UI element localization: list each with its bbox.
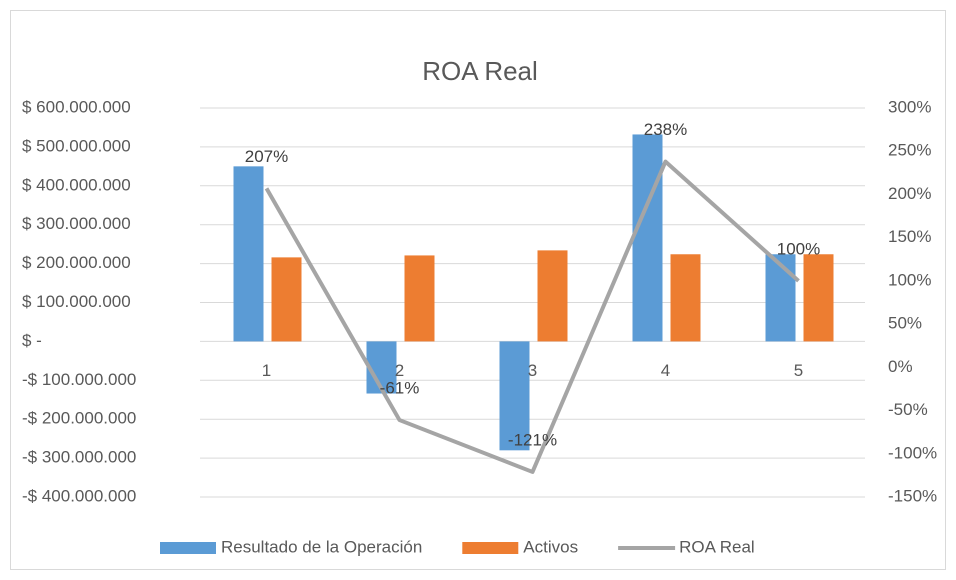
x-tick-label: 3 (528, 361, 537, 380)
bar (404, 255, 435, 342)
bar (765, 254, 796, 342)
y-tick-label: -$ 200.000.000 (22, 409, 136, 428)
y-tick-label: $ 100.000.000 (22, 292, 131, 311)
bar (499, 341, 530, 451)
y2-tick-label: 300% (888, 97, 931, 116)
y2-tick-label: 150% (888, 227, 931, 246)
bar (271, 257, 302, 342)
legend-swatch (160, 542, 216, 554)
data-label: -121% (508, 430, 557, 449)
y-tick-label: -$ 400.000.000 (22, 486, 136, 505)
x-tick-label: 2 (395, 361, 404, 380)
y-tick-label: $ 300.000.000 (22, 214, 131, 233)
y2-tick-label: -50% (888, 400, 928, 419)
y-tick-label: -$ 100.000.000 (22, 370, 136, 389)
y2-tick-label: 50% (888, 314, 922, 333)
y2-tick-label: -150% (888, 486, 937, 505)
y2-tick-label: -100% (888, 443, 937, 462)
y-tick-label: $ 500.000.000 (22, 136, 131, 155)
y2-tick-label: 200% (888, 184, 931, 203)
y2-tick-label: 0% (888, 357, 913, 376)
bar (537, 250, 568, 342)
bar (632, 134, 663, 342)
legend-label: ROA Real (679, 537, 755, 556)
y-tick-label: $ 600.000.000 (22, 97, 131, 116)
bar (670, 254, 701, 342)
data-label: 207% (245, 147, 288, 166)
y-tick-label: $ - (22, 331, 42, 350)
y2-tick-label: 100% (888, 270, 931, 289)
bar (233, 166, 264, 342)
legend-label: Resultado de la Operación (221, 537, 422, 556)
y-tick-label: $ 200.000.000 (22, 253, 131, 272)
x-tick-label: 5 (794, 361, 803, 380)
x-tick-label: 4 (661, 361, 670, 380)
chart-title: ROA Real (422, 56, 538, 86)
x-tick-label: 1 (262, 361, 271, 380)
legend-label: Activos (523, 537, 578, 556)
bar (803, 254, 834, 342)
data-label: -61% (380, 379, 420, 398)
data-label: 100% (777, 239, 820, 258)
data-label: 238% (644, 120, 687, 139)
line-series (264, 159, 800, 474)
y-tick-label: -$ 300.000.000 (22, 448, 136, 467)
legend-swatch (462, 542, 519, 554)
y-tick-label: $ 400.000.000 (22, 175, 131, 194)
y2-tick-label: 250% (888, 141, 931, 160)
